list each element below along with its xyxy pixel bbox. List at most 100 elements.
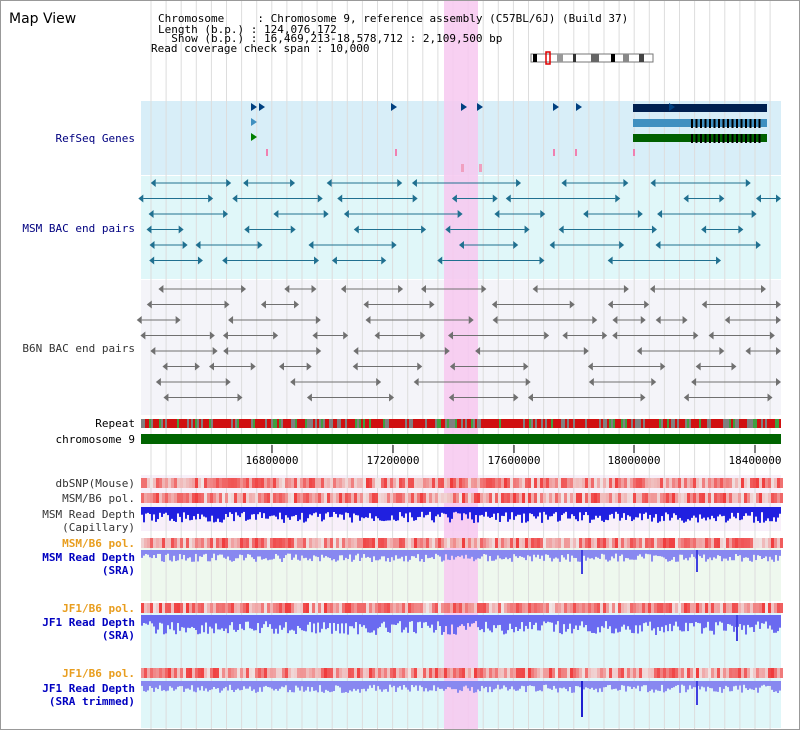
- depth-bar: [353, 681, 355, 689]
- depth-bar: [651, 507, 653, 522]
- b6n-bac-pair-end: [312, 331, 318, 340]
- depth-bar: [577, 550, 579, 562]
- depth-bar: [167, 615, 169, 626]
- depth-bar: [193, 507, 195, 517]
- depth-bar: [271, 615, 273, 629]
- depth-bar: [365, 681, 367, 692]
- pol-cell: [543, 493, 546, 503]
- repeat-segment: [155, 419, 157, 428]
- depth-bar: [401, 681, 403, 690]
- depth-bar: [359, 550, 361, 562]
- depth-bar: [603, 507, 605, 523]
- pol-cell: [267, 668, 270, 678]
- repeat-segment: [549, 419, 551, 428]
- track-label-jf1-depth-trimmed[interactable]: JF1 Read Depth: [42, 682, 135, 695]
- dbsnp-cell: [507, 478, 510, 488]
- depth-bar: [315, 507, 317, 513]
- pol-cell: [399, 603, 402, 613]
- dbsnp-cell: [597, 478, 600, 488]
- pol-cell: [525, 603, 528, 613]
- depth-bar: [559, 615, 561, 634]
- repeat-segment: [167, 419, 169, 428]
- depth-bar: [361, 550, 363, 558]
- depth-bar: [423, 550, 425, 562]
- track-label-jf1-depth-sra[interactable]: JF1 Read Depth: [42, 616, 135, 629]
- repeat-segment: [777, 419, 779, 428]
- repeat-segment: [585, 419, 587, 428]
- repeat-segment: [421, 419, 423, 428]
- depth-bar: [639, 507, 641, 514]
- pol-cell: [231, 493, 234, 503]
- pol-cell: [318, 668, 321, 678]
- repeat-segment: [395, 419, 397, 428]
- depth-bar: [545, 507, 547, 515]
- depth-bar: [621, 681, 623, 686]
- pol-cell: [417, 493, 420, 503]
- pol-cell: [198, 603, 201, 613]
- pol-cell: [717, 668, 720, 678]
- b6n-bac-pair-end: [527, 393, 533, 402]
- pol-cell: [168, 493, 171, 503]
- track-label-refseq[interactable]: RefSeq Genes: [55, 132, 135, 145]
- track-label-msm-depth-capillary[interactable]: MSM Read Depth: [42, 508, 135, 521]
- track-label-dbsnp[interactable]: dbSNP(Mouse): [55, 477, 135, 490]
- depth-bar: [149, 550, 151, 558]
- depth-bar: [467, 615, 469, 624]
- depth-bar: [703, 550, 705, 555]
- pol-cell: [579, 668, 582, 678]
- pol-cell: [771, 603, 774, 613]
- dbsnp-cell: [216, 478, 219, 488]
- depth-bar: [595, 681, 597, 689]
- pol-cell: [438, 538, 441, 548]
- b6n-bac-pair-end: [376, 378, 382, 386]
- ideogram-band: [611, 54, 615, 62]
- track-label-msm-depth-sra[interactable]: MSM Read Depth: [42, 551, 135, 564]
- pol-cell: [345, 603, 348, 613]
- track-label-jf1-b6-pol-1[interactable]: JF1/B6 pol.: [62, 602, 135, 615]
- repeat-segment: [541, 419, 543, 428]
- dbsnp-cell: [777, 478, 780, 488]
- pol-cell: [273, 493, 276, 503]
- depth-bar: [713, 550, 715, 558]
- pol-cell: [348, 668, 351, 678]
- depth-bar: [487, 550, 489, 562]
- depth-bar: [655, 507, 657, 515]
- depth-bar: [193, 615, 195, 628]
- msm-bac-pair-end: [657, 210, 663, 218]
- depth-bar: [257, 507, 259, 515]
- repeat-segment: [231, 419, 233, 428]
- depth-spike: [696, 550, 698, 572]
- pol-cell: [414, 493, 417, 503]
- track-label-msm-b6-pol-2[interactable]: MSM/B6 pol.: [62, 537, 135, 550]
- b6n-bac-pair-end: [769, 331, 775, 340]
- track-label-msm-bac[interactable]: MSM BAC end pairs: [22, 222, 135, 235]
- repeat-segment: [229, 419, 231, 428]
- depth-bar: [525, 550, 527, 561]
- gene-tick: [479, 164, 482, 172]
- depth-bar: [745, 615, 747, 635]
- b6n-bac-pair-end: [724, 316, 730, 324]
- pol-cell: [537, 493, 540, 503]
- track-label-msm-b6-pol-1[interactable]: MSM/B6 pol.: [62, 492, 135, 505]
- axis-tick-label: 17200000: [366, 454, 420, 467]
- pol-cell: [498, 603, 501, 613]
- depth-bar: [687, 681, 689, 690]
- b6n-bac-pair-end: [708, 331, 714, 340]
- depth-bar: [689, 681, 691, 686]
- pol-cell: [393, 603, 396, 613]
- pol-cell: [729, 668, 732, 678]
- depth-bar: [453, 615, 455, 634]
- pol-cell: [564, 493, 567, 503]
- gene-strand-arrow: [576, 103, 582, 111]
- gene-strand-arrow: [251, 118, 257, 126]
- pol-cell: [174, 538, 177, 548]
- track-label-b6n-bac[interactable]: B6N BAC end pairs: [22, 342, 135, 355]
- depth-bar: [743, 615, 745, 626]
- track-label-jf1-b6-pol-2[interactable]: JF1/B6 pol.: [62, 667, 135, 680]
- depth-bar: [203, 615, 205, 633]
- depth-bar: [157, 681, 159, 690]
- pol-cell: [528, 603, 531, 613]
- depth-bar: [443, 681, 445, 691]
